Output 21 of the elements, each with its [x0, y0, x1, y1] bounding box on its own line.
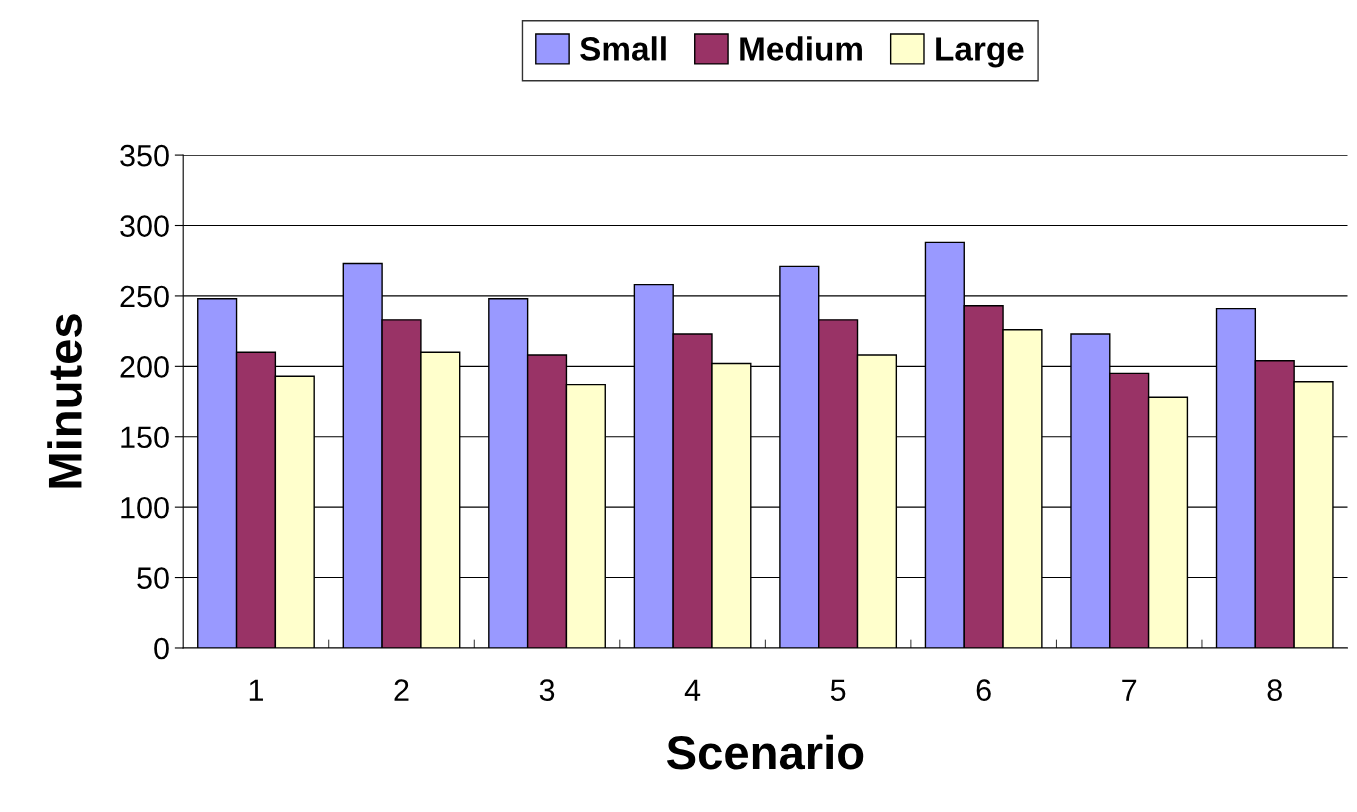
x-tick-label: 2 [394, 679, 409, 701]
y-axis-title: Minutes [47, 314, 82, 488]
y-tick-label: 250 [120, 285, 169, 308]
y-tick-label: 300 [120, 215, 169, 237]
y-tick-label: 0 [154, 637, 169, 660]
x-tick-label: 7 [1122, 679, 1137, 701]
legend-label: Small [580, 36, 666, 61]
y-tick-label: 50 [137, 567, 169, 589]
y-tick-label: 350 [120, 144, 169, 167]
legend-label: Large [936, 37, 1024, 68]
x-axis-title: Scenario [666, 734, 864, 770]
x-tick-label: 3 [539, 679, 555, 701]
x-tick-label: 5 [830, 679, 846, 701]
x-tick-label: 6 [976, 679, 991, 701]
y-tick-label: 100 [121, 496, 169, 519]
y-tick-label: 150 [121, 426, 169, 449]
x-tick-label: 4 [684, 679, 701, 701]
y-tick-label: 200 [120, 356, 169, 378]
legend-label: Medium [740, 36, 862, 61]
x-tick-label: 1 [249, 679, 263, 701]
x-tick-label: 8 [1267, 679, 1282, 701]
